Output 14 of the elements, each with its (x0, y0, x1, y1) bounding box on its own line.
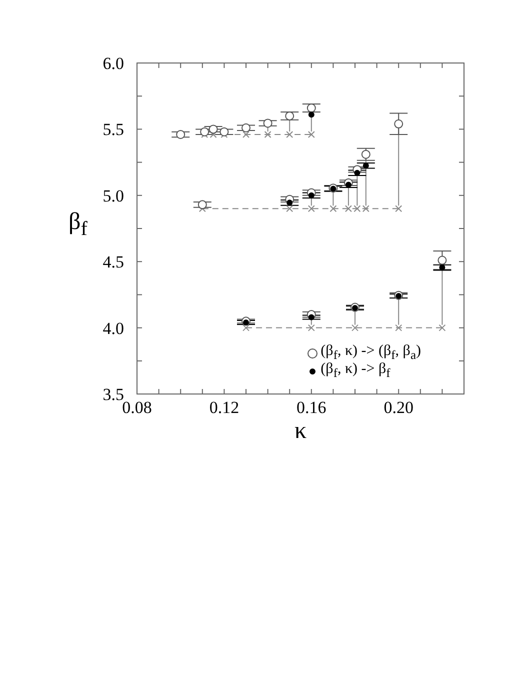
legend-label: (β$_{f}$, κ) -> β$_{f}$ (320, 360, 390, 382)
x-axis-title: κ (293, 418, 308, 445)
y-tick-label: 3.5 (102, 385, 124, 404)
x-tick-label: 0.12 (209, 398, 240, 418)
y-tick-label: 5.5 (102, 120, 124, 140)
x-tick-label: 0.08 (122, 398, 152, 418)
x-tick-label: 0.20 (384, 398, 414, 418)
x-tick-label: 0.16 (296, 398, 326, 418)
y-tick-label: 5.0 (102, 186, 124, 206)
y-tick-label: 6.0 (102, 54, 124, 74)
legend-label: (β$_{f}$, κ) -> (β$_{f}$, β$_{a}$) (320, 343, 421, 362)
y-tick-label: 4.0 (102, 318, 124, 338)
y-tick-label: 4.5 (102, 252, 124, 272)
y-axis-title: β$_{f}$ (68, 209, 88, 241)
